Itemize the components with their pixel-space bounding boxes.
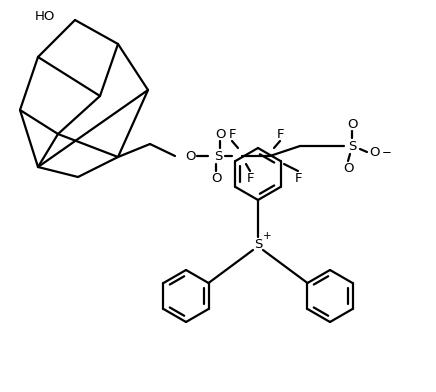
Text: S: S: [254, 238, 262, 250]
Text: +: +: [262, 231, 271, 241]
Text: F: F: [294, 172, 302, 185]
Text: HO: HO: [34, 9, 55, 22]
Text: O: O: [215, 127, 225, 140]
Text: F: F: [228, 127, 236, 140]
Text: O: O: [211, 172, 221, 185]
Text: F: F: [246, 172, 254, 185]
Text: F: F: [276, 127, 284, 140]
Text: −: −: [382, 145, 392, 158]
Text: S: S: [348, 140, 356, 152]
Text: O: O: [185, 149, 195, 163]
Text: S: S: [214, 149, 222, 163]
Text: O: O: [347, 118, 357, 131]
Text: O: O: [343, 162, 353, 174]
Text: O: O: [369, 145, 379, 158]
